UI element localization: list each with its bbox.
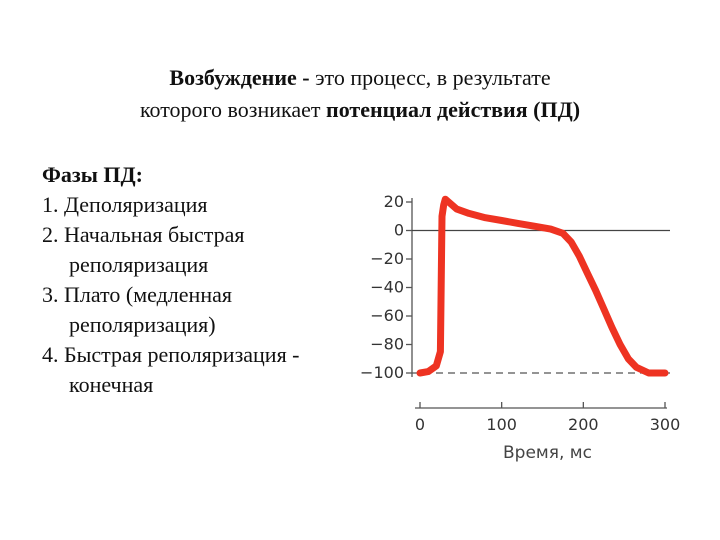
phases-title: Фазы ПД: [42, 162, 143, 187]
y-tick-label: −40 [370, 278, 404, 297]
heading-line-2-start: которого возникает [139, 97, 327, 122]
phase-item-2: 2. Начальная быстрая реполяризация [42, 222, 245, 277]
y-tick-label: −20 [370, 249, 404, 268]
x-axis: 0 100 200 300 [415, 402, 680, 434]
x-tick-label: 0 [415, 415, 425, 434]
x-tick-label: 100 [486, 415, 517, 434]
heading-term-2: потенциал действия (ПД) [326, 97, 581, 122]
slide-heading: Возбуждение - это процесс, в результате … [40, 62, 680, 126]
phases-list: Фазы ПД: 1. Деполяризация 2. Начальная б… [42, 160, 342, 400]
action-potential-trace [416, 195, 669, 377]
y-tick-label: 20 [384, 192, 404, 211]
heading-line-1: Возбуждение - это процесс, в результате [40, 62, 680, 94]
y-tick-label: −80 [370, 335, 404, 354]
y-axis: 20 0 −20 −40 −60 −80 −100 [360, 192, 413, 382]
x-axis-label: Время, мс [503, 443, 592, 463]
y-tick-label: −100 [360, 363, 404, 382]
heading-line-1-rest: это процесс, в результате [309, 65, 551, 90]
x-tick-label: 300 [650, 415, 681, 434]
y-tick-label: 0 [394, 221, 404, 240]
x-tick-label: 200 [568, 415, 599, 434]
phase-item-1: 1. Деполяризация [42, 192, 208, 217]
heading-line-2: которого возникает потенциал действия (П… [40, 94, 680, 126]
action-potential-chart: 200−20−40−60−80−100 0 100 200 300 Время, мс [360, 192, 680, 463]
phase-item-3: 3. Плато (медленная реполяризация) [42, 282, 232, 337]
y-tick-label: −60 [370, 306, 404, 325]
reference-lines [412, 229, 670, 374]
heading-term: Возбуждение - [169, 65, 310, 90]
phase-item-4: 4. Быстрая реполяризация - конечная [42, 342, 300, 397]
